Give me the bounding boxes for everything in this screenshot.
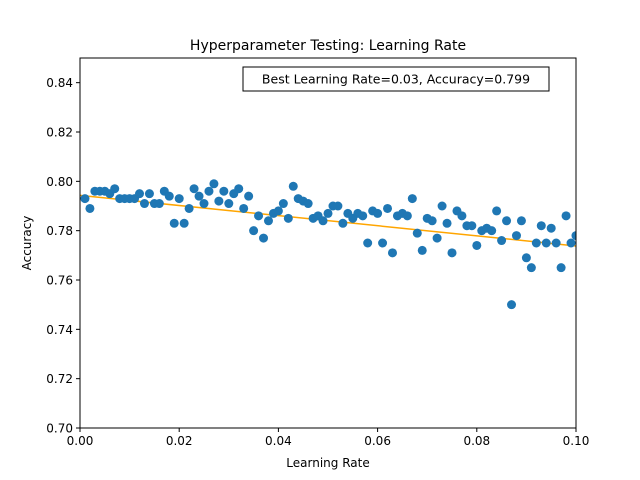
x-axis: 0.00 0.02 0.04 0.06 0.08 0.10 bbox=[67, 428, 590, 448]
x-tick-label: 0.04 bbox=[265, 434, 292, 448]
data-point bbox=[363, 238, 373, 248]
y-tick-label: 0.74 bbox=[46, 323, 73, 337]
data-point bbox=[244, 191, 254, 201]
data-point bbox=[511, 231, 521, 241]
data-point bbox=[526, 263, 536, 273]
data-point bbox=[407, 194, 417, 204]
data-point bbox=[209, 179, 219, 189]
data-point bbox=[373, 208, 383, 218]
data-point bbox=[288, 181, 298, 191]
data-point bbox=[80, 194, 90, 204]
data-point bbox=[273, 206, 283, 216]
plot-marks bbox=[80, 179, 576, 310]
data-point bbox=[447, 248, 457, 258]
data-point bbox=[204, 186, 214, 196]
data-point bbox=[472, 240, 482, 250]
data-point bbox=[333, 201, 343, 211]
data-point bbox=[85, 203, 95, 213]
data-point bbox=[432, 233, 442, 243]
data-point bbox=[303, 199, 313, 209]
data-point bbox=[110, 184, 120, 194]
data-point bbox=[323, 208, 333, 218]
data-point bbox=[263, 216, 273, 226]
data-point bbox=[516, 216, 526, 226]
data-point bbox=[154, 199, 164, 209]
data-point bbox=[497, 236, 507, 246]
data-point bbox=[239, 203, 249, 213]
annotation-frame bbox=[242, 66, 550, 92]
data-point bbox=[169, 218, 179, 228]
y-tick-label: 0.82 bbox=[46, 126, 73, 140]
data-point bbox=[507, 300, 517, 310]
data-point bbox=[234, 184, 244, 194]
data-point bbox=[521, 253, 531, 263]
data-point bbox=[259, 233, 269, 243]
data-point bbox=[199, 199, 209, 209]
data-point bbox=[531, 238, 541, 248]
y-axis: 0.70 0.72 0.74 0.76 0.78 0.80 0.82 0.84 bbox=[46, 76, 80, 436]
annotation-text: Best Learning Rate=0.03, Accuracy=0.799 bbox=[262, 72, 530, 87]
data-point bbox=[378, 238, 388, 248]
data-point bbox=[566, 238, 576, 248]
data-point bbox=[487, 226, 497, 236]
annotation-box: Best Learning Rate=0.03, Accuracy=0.799 bbox=[242, 66, 550, 92]
chart-title: Hyperparameter Testing: Learning Rate bbox=[190, 38, 466, 54]
y-tick-label: 0.84 bbox=[46, 76, 73, 90]
data-point bbox=[249, 226, 259, 236]
data-point bbox=[224, 199, 234, 209]
data-point bbox=[546, 223, 556, 233]
data-point bbox=[338, 218, 348, 228]
data-point bbox=[164, 191, 174, 201]
data-point bbox=[135, 189, 145, 199]
data-point bbox=[492, 206, 502, 216]
data-point bbox=[427, 216, 437, 226]
data-point bbox=[457, 211, 467, 221]
data-point bbox=[502, 216, 512, 226]
x-tick-label: 0.10 bbox=[563, 434, 590, 448]
data-point bbox=[412, 228, 422, 238]
data-point bbox=[189, 184, 199, 194]
data-point bbox=[144, 189, 154, 199]
data-point bbox=[402, 211, 412, 221]
data-point bbox=[387, 248, 397, 258]
data-point bbox=[442, 218, 452, 228]
data-point bbox=[278, 199, 288, 209]
data-point bbox=[561, 211, 571, 221]
data-point bbox=[571, 231, 576, 241]
data-point bbox=[536, 221, 546, 231]
data-point bbox=[437, 201, 447, 211]
data-point bbox=[139, 199, 149, 209]
data-point bbox=[194, 191, 204, 201]
data-point bbox=[556, 263, 566, 273]
y-tick-label: 0.70 bbox=[46, 422, 73, 436]
data-point bbox=[417, 245, 427, 255]
data-point bbox=[467, 221, 477, 231]
data-point bbox=[383, 203, 393, 213]
data-point bbox=[179, 218, 189, 228]
data-point bbox=[214, 196, 224, 206]
data-point bbox=[318, 216, 328, 226]
x-tick-label: 0.00 bbox=[67, 434, 94, 448]
data-point bbox=[174, 194, 184, 204]
y-axis-label: Accuracy bbox=[20, 216, 34, 271]
data-point bbox=[283, 213, 293, 223]
x-tick-label: 0.08 bbox=[463, 434, 490, 448]
x-axis-label: Learning Rate bbox=[286, 456, 369, 470]
data-point bbox=[184, 203, 194, 213]
y-tick-label: 0.78 bbox=[46, 224, 73, 238]
y-tick-label: 0.80 bbox=[46, 175, 73, 189]
plot-frame bbox=[79, 57, 577, 429]
data-point bbox=[254, 211, 264, 221]
data-point bbox=[541, 238, 551, 248]
x-tick-label: 0.02 bbox=[166, 434, 193, 448]
data-point bbox=[219, 186, 229, 196]
x-tick-label: 0.06 bbox=[364, 434, 391, 448]
y-tick-label: 0.76 bbox=[46, 274, 73, 288]
plot-area bbox=[80, 179, 576, 310]
data-point bbox=[358, 211, 368, 221]
data-point bbox=[551, 238, 561, 248]
y-tick-label: 0.72 bbox=[46, 372, 73, 386]
